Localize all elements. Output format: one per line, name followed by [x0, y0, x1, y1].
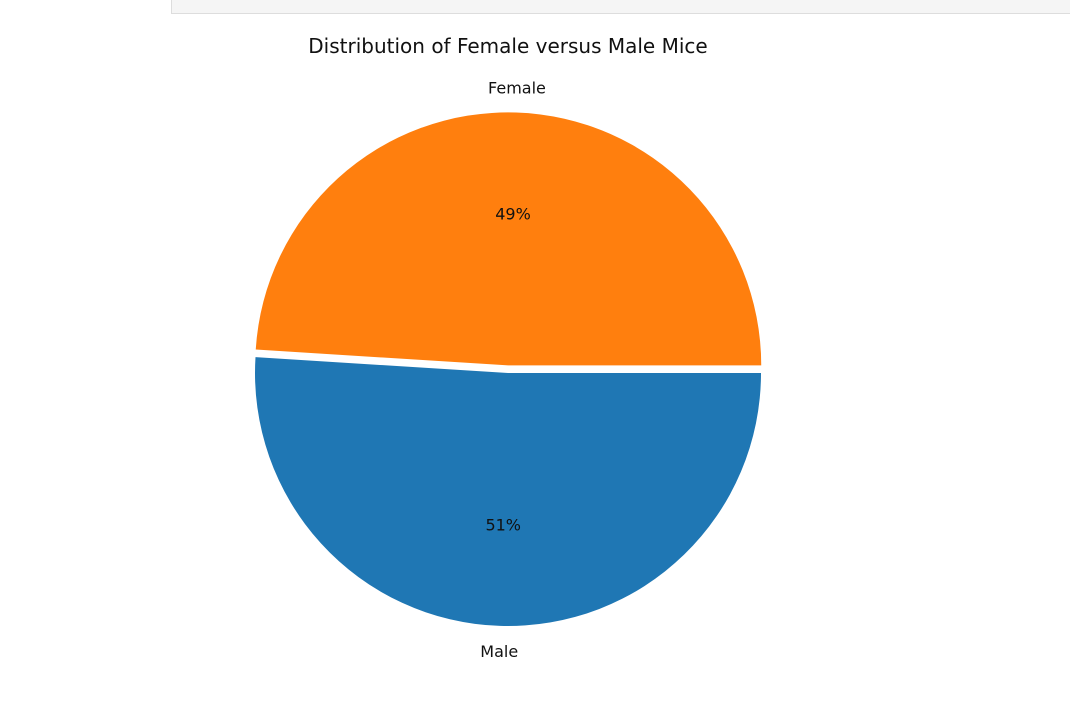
previous-cell-output-area	[171, 0, 1070, 14]
pie-slice-male	[255, 357, 762, 626]
pie-labels: Female 49% Male 51%	[480, 78, 546, 661]
pie-slice-female	[255, 112, 762, 366]
pie-slices	[255, 112, 762, 626]
percent-label-male: 51%	[485, 516, 521, 535]
slice-label-male: Male	[480, 642, 518, 661]
slice-label-female: Female	[488, 78, 546, 97]
chart-title: Distribution of Female versus Male Mice	[308, 34, 707, 58]
percent-label-female: 49%	[495, 205, 531, 224]
